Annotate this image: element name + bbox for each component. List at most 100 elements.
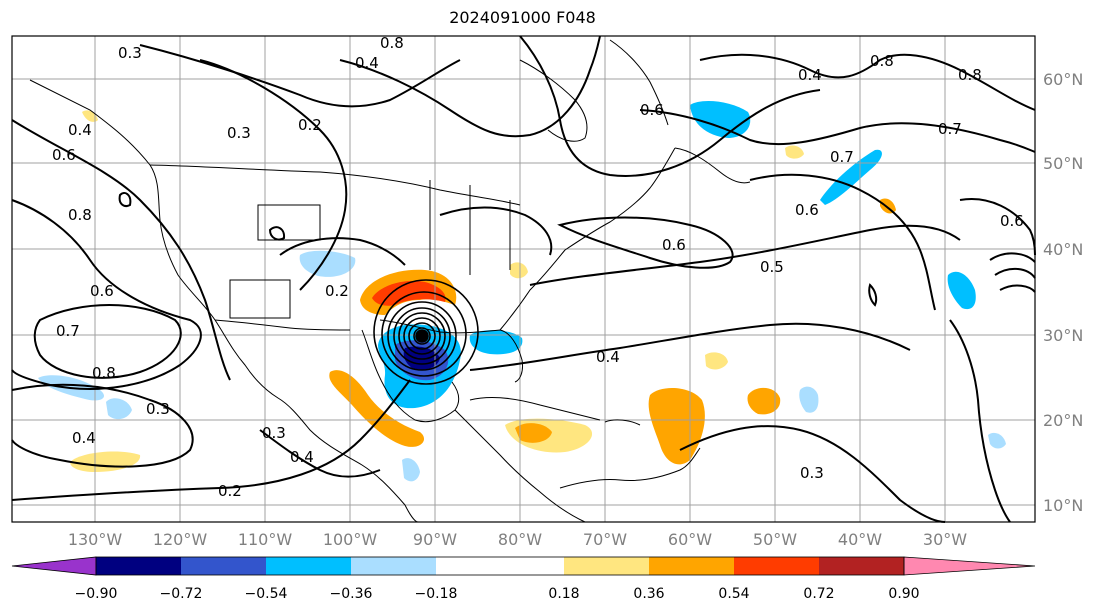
hurricane-ring-7	[381, 291, 467, 377]
border-us-mexico	[214, 319, 351, 331]
shading-negative-central-am	[402, 458, 420, 482]
contour-line-25	[268, 226, 286, 241]
map-background	[12, 36, 1035, 522]
lat-label-60n: 60°N	[1043, 70, 1083, 89]
map-panel: 0.3 0.4 0.8 0.3 0.2 0.4 0.6 0.8 0.6 0.7 …	[11, 34, 1036, 523]
contour-label: 0.3	[118, 44, 142, 62]
lat-label-30n: 30°N	[1043, 326, 1083, 345]
coast-baja	[214, 319, 419, 523]
coast-gulf	[361, 329, 460, 423]
colorbar-segment	[266, 557, 351, 575]
contour-label: 0.7	[56, 322, 80, 340]
contour-line-6	[199, 59, 348, 291]
contour-line-9	[519, 35, 821, 177]
border-states-c	[429, 180, 511, 275]
contour-label: 0.3	[227, 124, 251, 142]
colorbar-tick-label: 0.18	[548, 586, 579, 602]
contour-label: 0.4	[596, 348, 620, 366]
lon-label-130w: 130°W	[68, 530, 123, 549]
colorbar-segment	[436, 557, 564, 575]
contour-line-16	[749, 173, 936, 311]
contour-line-4	[11, 383, 194, 468]
contour-label: 0.8	[92, 364, 116, 382]
shading-negative-subtropical-a	[799, 386, 819, 413]
contour-labels: 0.3 0.4 0.8 0.3 0.2 0.4 0.6 0.8 0.6 0.7 …	[52, 34, 1024, 500]
contour-label: 0.8	[68, 206, 92, 224]
contour-line-12	[557, 216, 734, 269]
coast-pacific-nw	[29, 79, 216, 321]
colorbar-segment	[351, 557, 436, 575]
lon-label-110w: 110°W	[238, 530, 293, 549]
contour-label: 0.4	[68, 121, 92, 139]
shading-positive-carolina	[510, 262, 528, 279]
contour-line-20	[259, 429, 381, 478]
lat-label-50n: 50°N	[1043, 154, 1083, 173]
contour-line-1	[11, 119, 231, 381]
contour-line-8	[339, 35, 601, 138]
map-frame	[11, 35, 1036, 523]
colorbar-segment	[564, 557, 649, 575]
hurricane-ring-4	[398, 312, 446, 360]
contour-label: 0.3	[262, 424, 286, 442]
contour-label: 0.6	[52, 146, 76, 164]
shading-negative-sw-atlantic	[988, 432, 1006, 449]
colorbar-tick-label: −0.54	[245, 586, 288, 602]
hurricane-ring-1	[413, 327, 431, 345]
colorbar-tick-label: −0.36	[330, 586, 373, 602]
contour-label: 0.4	[798, 66, 822, 84]
contour-line-24	[118, 192, 132, 207]
map-title: 2024091000 F048	[449, 8, 596, 27]
hurricane-ring-2	[408, 322, 436, 350]
shading-positive-gulf-strong	[372, 280, 446, 306]
lon-label-80w: 80°W	[498, 530, 542, 549]
contour-label: 0.6	[640, 101, 664, 119]
shading-positive-mexico	[329, 370, 425, 447]
latitude-labels: 60°N 50°N 40°N 30°N 20°N 10°N	[1043, 70, 1083, 515]
coast-south-america	[559, 447, 701, 489]
contour-label: 0.3	[146, 400, 170, 418]
contour-line-10	[699, 53, 1036, 111]
colorbar-tick-label: 0.36	[633, 586, 664, 602]
lon-label-50w: 50°W	[753, 530, 797, 549]
hurricane-contours	[373, 279, 479, 385]
contour-label: 0.2	[218, 482, 242, 500]
contour-line-22	[439, 206, 553, 256]
contour-line-21	[279, 237, 406, 266]
contour-line-15	[679, 425, 946, 523]
shading-negative-pacific-b	[106, 398, 132, 420]
contour-label: 0.5	[760, 258, 784, 276]
colorbar-tick-label: 0.54	[718, 586, 749, 602]
contour-label: 0.2	[298, 116, 322, 134]
shading-positive-ne-canada	[785, 145, 804, 159]
colorbar-segment	[96, 557, 181, 575]
coast-central-america	[454, 409, 586, 523]
contour-line-18	[989, 252, 1036, 293]
colorbar-tick-label: 0.72	[803, 586, 834, 602]
contour-label: 0.8	[380, 34, 404, 52]
colorbar-frame	[95, 556, 905, 576]
colorbar-extend-high	[903, 556, 1036, 576]
colorbar-segment	[819, 557, 904, 575]
colorbar-segment	[649, 557, 734, 575]
lat-label-40n: 40°N	[1043, 240, 1083, 259]
coast-cuba	[469, 397, 601, 421]
contour-line-5	[11, 379, 411, 501]
shading-positive-east-atl	[880, 198, 896, 214]
lon-label-30w: 30°W	[923, 530, 967, 549]
contour-label: 0.7	[830, 148, 854, 166]
contour-label: 0.6	[90, 282, 114, 300]
contour-label: 0.3	[800, 464, 824, 482]
colorbar-segment	[181, 557, 266, 575]
lon-label-60w: 60°W	[668, 530, 712, 549]
contour-line-7	[139, 44, 461, 108]
hurricane-ring-5	[393, 307, 451, 365]
contour-label: 0.6	[1000, 212, 1024, 230]
contour-label: 0.4	[355, 54, 379, 72]
lon-label-40w: 40°W	[838, 530, 882, 549]
lon-label-90w: 90°W	[413, 530, 457, 549]
colorbar-tick-label: −0.18	[415, 586, 458, 602]
contour-line-11	[639, 109, 1036, 153]
shading-positive-caribbean-core	[515, 423, 552, 443]
contour-label: 0.4	[72, 429, 96, 447]
